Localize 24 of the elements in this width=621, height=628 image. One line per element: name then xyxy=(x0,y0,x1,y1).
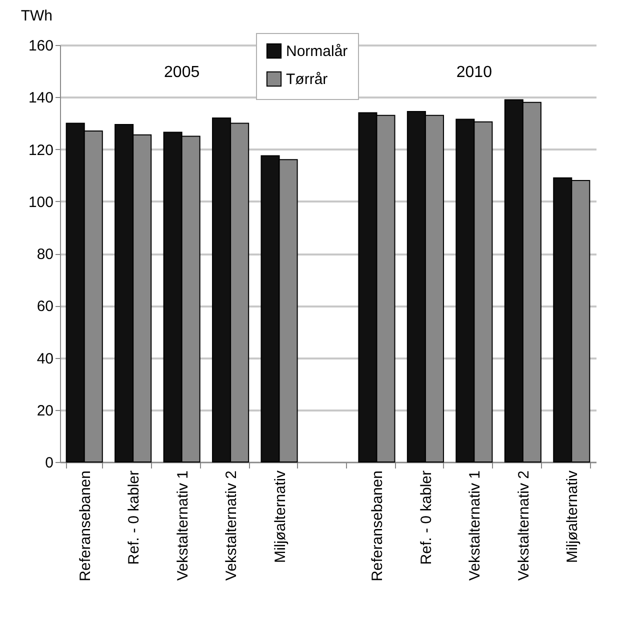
y-axis-title: TWh xyxy=(20,8,52,24)
y-tick-label: 120 xyxy=(28,142,54,159)
x-tick-label: Miljøalternativ xyxy=(564,470,582,564)
x-tick-label: Ref. - 0 kabler xyxy=(418,470,435,565)
y-tick-label: 160 xyxy=(28,38,54,54)
legend-label: Normalår xyxy=(286,43,348,60)
y-tick-label: 20 xyxy=(36,402,54,420)
y-tick-label: 100 xyxy=(28,194,54,211)
x-tick-label: Vekstalternativ 1 xyxy=(174,470,192,581)
y-tick-label: 80 xyxy=(36,246,54,263)
y-tick-label: 140 xyxy=(28,90,54,107)
x-tick-label: Vekstalternativ 1 xyxy=(466,470,484,581)
y-tick-label: 0 xyxy=(45,454,54,472)
x-tick-label: Referansebanen xyxy=(76,470,94,582)
annotation: 2005 xyxy=(164,64,200,81)
y-tick-label: 60 xyxy=(36,298,54,316)
y-tick-label: 40 xyxy=(36,350,54,368)
x-tick-label: Referansebanen xyxy=(369,470,386,582)
x-tick-label: Vekstalternativ 2 xyxy=(515,470,532,581)
legend-label: Tørrår xyxy=(286,71,328,88)
x-tick-label: Miljøalternativ xyxy=(272,470,289,564)
annotation: 2010 xyxy=(456,64,492,81)
x-tick-label: Vekstalternativ 2 xyxy=(223,470,240,581)
x-tick-label: Ref. - 0 kabler xyxy=(126,470,143,565)
